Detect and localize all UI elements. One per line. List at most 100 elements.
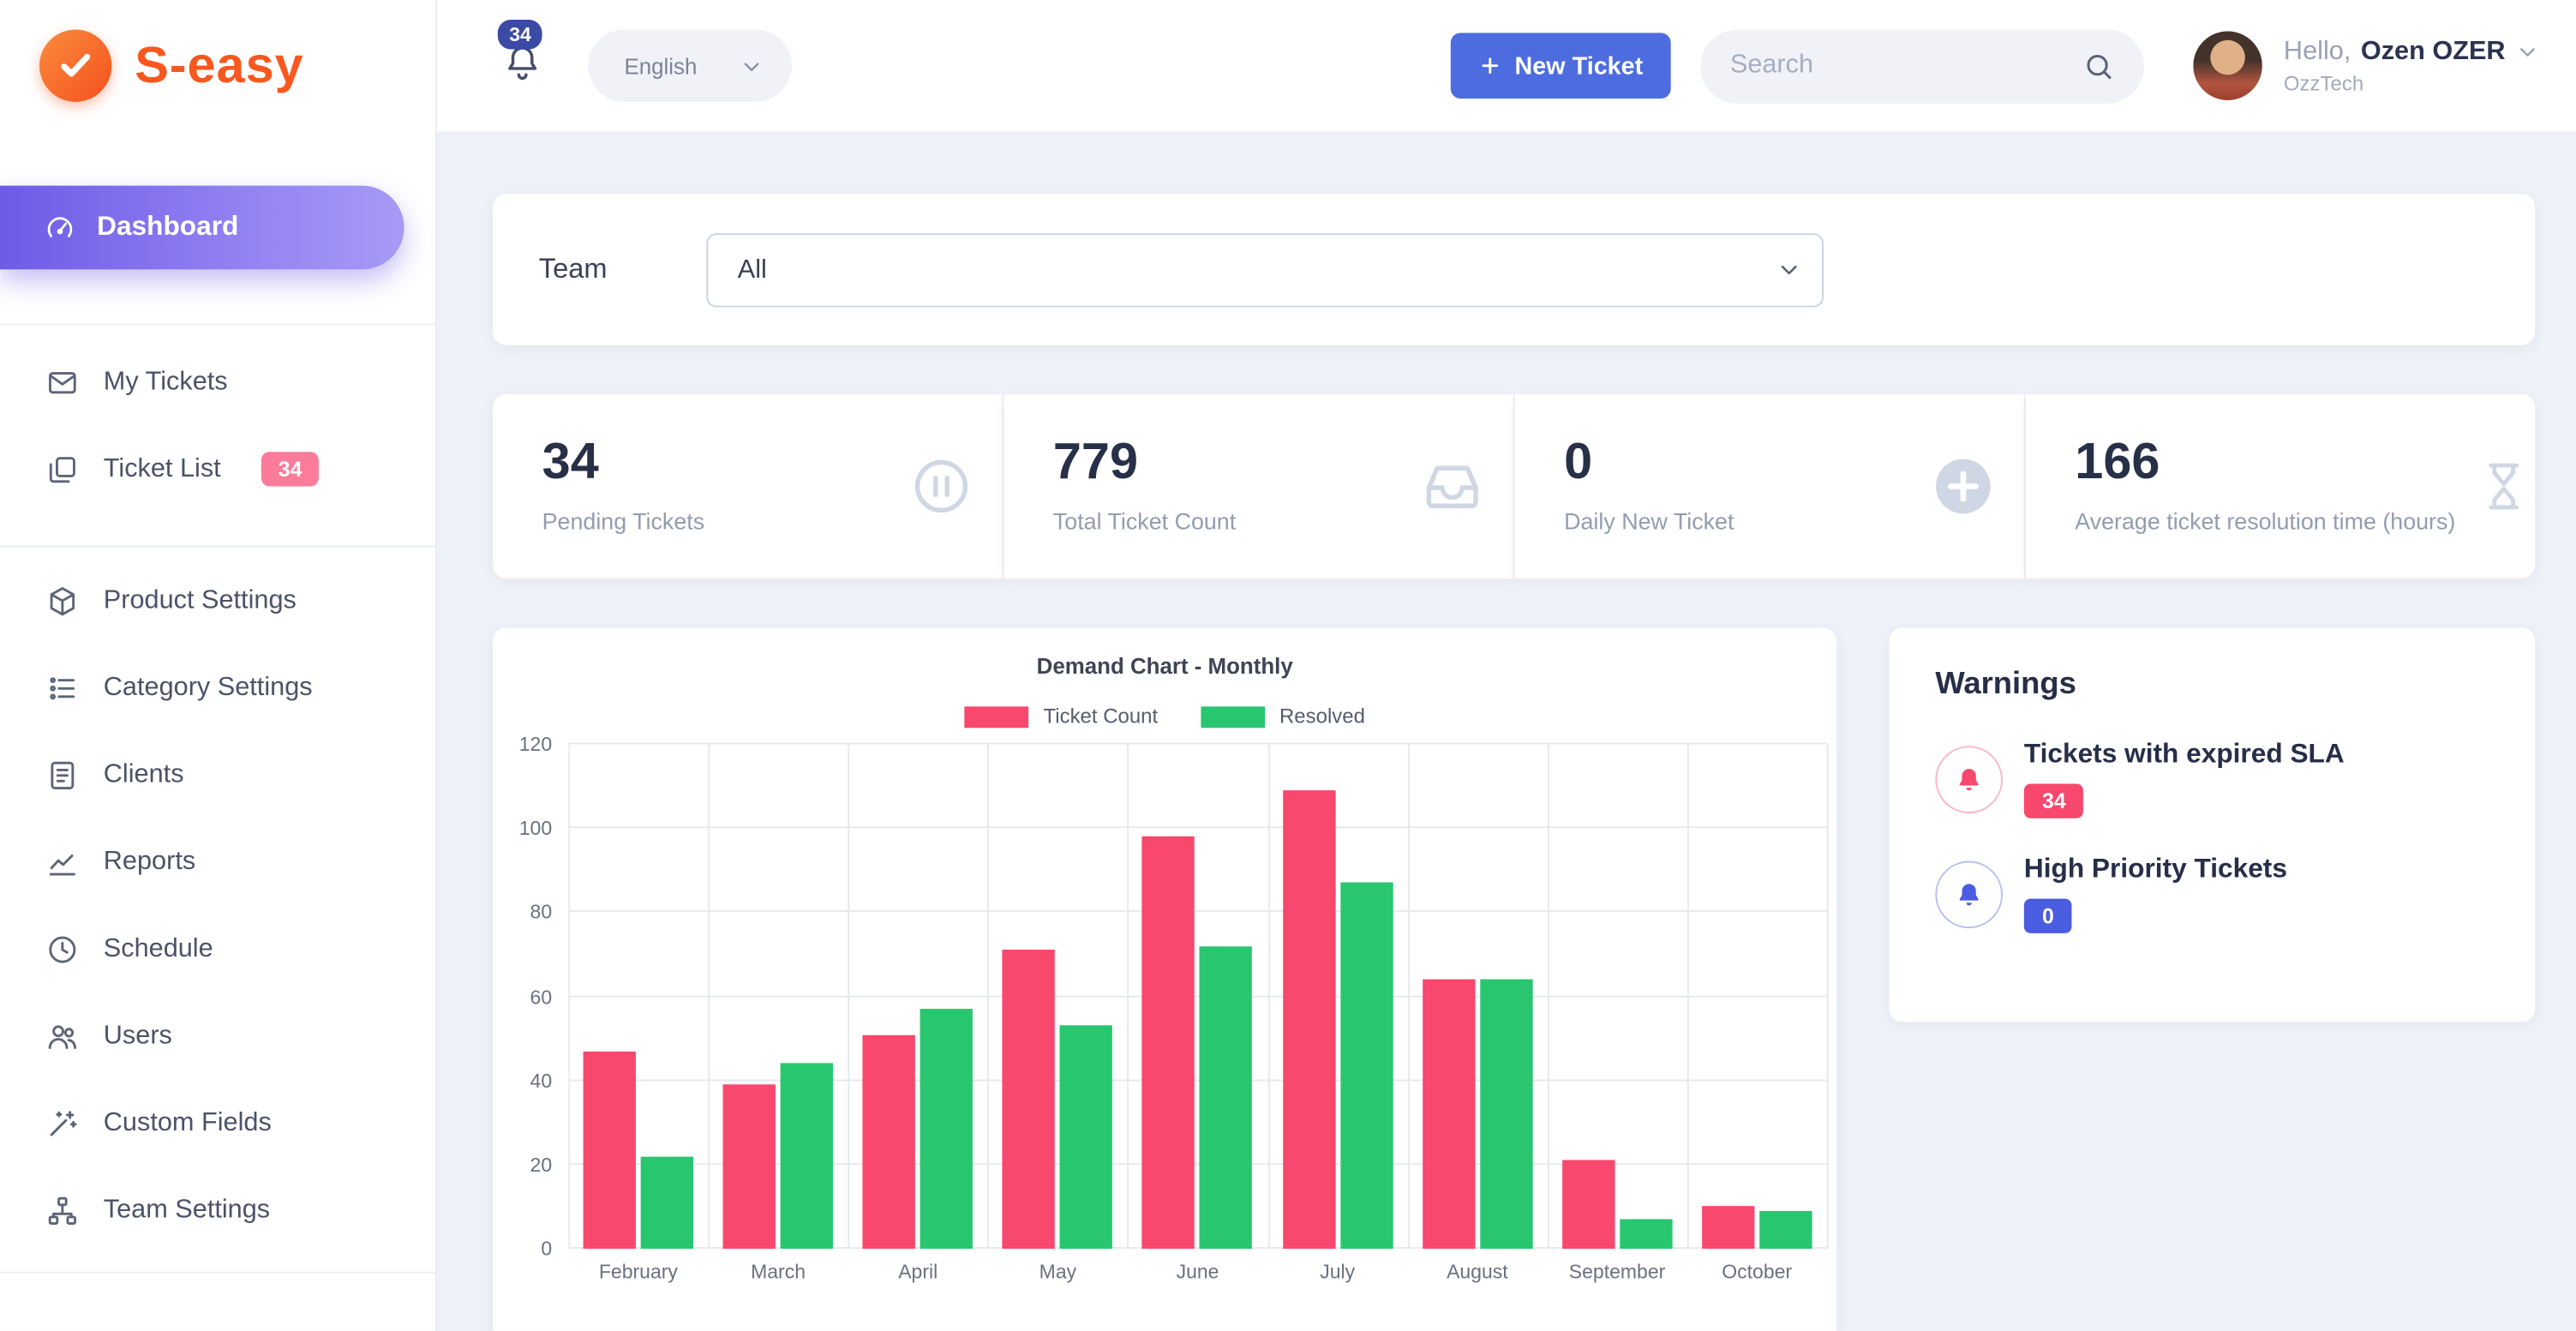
gridline — [1407, 744, 1410, 1249]
team-select-wrap: All — [706, 232, 1824, 307]
x-axis-label: June — [1176, 1260, 1219, 1284]
sidebar-item-my-tickets[interactable]: My Tickets — [0, 339, 435, 426]
legend-swatch — [964, 705, 1029, 728]
legend-label: Ticket Count — [1043, 704, 1159, 728]
plus-circle-icon — [1932, 455, 1995, 518]
user-menu[interactable]: Hello, Ozen OZER OzzTech — [2193, 31, 2539, 100]
search-input[interactable] — [1729, 51, 2084, 81]
bar-ticket-count-september — [1561, 1160, 1615, 1249]
product-icon — [46, 585, 79, 617]
bar-group-october — [1687, 744, 1827, 1249]
stat-value: 34 — [542, 432, 599, 490]
stat-value: 779 — [1052, 432, 1139, 490]
warnings-card: Warnings Tickets with expired SLA 34 High … — [1889, 627, 2536, 1022]
stat-label: Total Ticket Count — [1052, 507, 1237, 535]
bar-ticket-count-march — [722, 1084, 776, 1249]
warning-label: High Priority Tickets — [2023, 854, 2287, 884]
sidebar-divider — [0, 545, 436, 548]
stat-card-total-ticket-count: 779 Total Ticket Count — [1003, 394, 1513, 579]
brand-logo[interactable]: S-easy — [0, 0, 435, 131]
search-icon[interactable] — [2083, 50, 2114, 81]
stat-label: Average ticket resolution time (hours) — [2075, 507, 2456, 535]
gridline — [568, 744, 571, 1249]
hourglass-icon — [2476, 459, 2531, 514]
check-icon — [54, 45, 97, 87]
warnings-title: Warnings — [1935, 667, 2076, 702]
gridline — [1267, 744, 1270, 1249]
sidebar-item-reports[interactable]: Reports — [0, 818, 435, 906]
dashboard-content: Team All 34 Pending Tickets 779 Total Ticke… — [436, 131, 2576, 1331]
gridline — [1547, 744, 1549, 1249]
sidebar-item-ticket-list[interactable]: Ticket List 34 — [0, 426, 435, 513]
sidebar-item-label: My Tickets — [103, 367, 228, 396]
sidebar-item-custom-fields[interactable]: Custom Fields — [0, 1080, 435, 1167]
language-label: English — [624, 53, 698, 79]
sidebar-item-label: Dashboard — [97, 212, 239, 242]
sidebar-item-product-settings[interactable]: Product Settings — [0, 557, 435, 645]
clients-icon — [46, 758, 79, 791]
gridline — [1686, 744, 1689, 1249]
legend-item-ticket-count[interactable]: Ticket Count — [964, 704, 1158, 728]
bar-ticket-count-may — [1003, 950, 1056, 1249]
notifications-button[interactable]: 34 — [497, 19, 543, 90]
users-icon — [46, 1020, 79, 1052]
language-selector[interactable]: English — [588, 29, 793, 102]
bar-group-august — [1407, 744, 1547, 1249]
stats-row: 34 Pending Tickets 779 Total Ticket Count 0 D… — [493, 394, 2536, 579]
tickets-icon — [46, 453, 79, 485]
gridline — [568, 1163, 1827, 1165]
y-axis-tick: 80 — [530, 901, 553, 925]
bar-resolved-may — [1060, 1026, 1113, 1249]
new-ticket-label: New Ticket — [1514, 51, 1644, 80]
bar-ticket-count-july — [1282, 790, 1335, 1249]
y-axis-tick: 120 — [518, 733, 553, 756]
bar-resolved-october — [1759, 1210, 1812, 1249]
sidebar-item-label: Product Settings — [103, 585, 297, 615]
bar-resolved-september — [1619, 1219, 1673, 1249]
bar-ticket-count-october — [1701, 1206, 1755, 1249]
warning-text: Tickets with expired SLA 34 — [2023, 740, 2345, 818]
chart-title: Demand Chart - Monthly — [1036, 654, 1293, 679]
envelope-icon — [46, 366, 79, 399]
bar-resolved-march — [780, 1064, 834, 1249]
stat-value: 0 — [1564, 432, 1593, 490]
bar-resolved-february — [640, 1156, 694, 1249]
gridline — [568, 1247, 1827, 1249]
sidebar-item-dashboard[interactable]: Dashboard — [0, 185, 404, 270]
sidebar-group-settings: Product Settings Category Settings Clients… — [0, 547, 435, 1253]
x-axis-label: October — [1722, 1260, 1793, 1284]
sidebar-item-clients[interactable]: Clients — [0, 731, 435, 818]
main-column: 34 English New Ticket Hello, Ozen OZER — [436, 0, 2576, 1331]
gridline — [568, 910, 1827, 913]
sidebar-divider — [0, 1271, 436, 1274]
gridline — [568, 742, 1827, 745]
sidebar-item-category-settings[interactable]: Category Settings — [0, 645, 435, 732]
gridline — [568, 826, 1827, 829]
team-settings-icon — [46, 1194, 79, 1226]
user-name: Ozen OZER — [2360, 37, 2506, 65]
x-axis-label: July — [1320, 1260, 1356, 1284]
warning-item-high-priority-tickets: High Priority Tickets 0 — [1935, 854, 2489, 933]
bar-groups — [568, 744, 1826, 1249]
bar-resolved-july — [1339, 883, 1393, 1249]
warning-text: High Priority Tickets 0 — [2023, 854, 2287, 933]
sidebar-item-users[interactable]: Users — [0, 992, 435, 1080]
legend-swatch — [1200, 705, 1265, 728]
gridline — [848, 744, 850, 1249]
reports-icon — [46, 845, 79, 878]
stat-value: 166 — [2075, 432, 2160, 490]
sidebar-item-team-settings[interactable]: Team Settings — [0, 1166, 435, 1254]
sidebar-item-schedule[interactable]: Schedule — [0, 905, 435, 992]
y-axis-tick: 60 — [530, 985, 553, 1009]
bar-group-july — [1267, 744, 1407, 1249]
chart-plot-area: 0 20 40 60 80 100 120 — [519, 733, 1829, 1260]
new-ticket-button[interactable]: New Ticket — [1450, 33, 1671, 99]
y-axis-tick: 20 — [530, 1153, 553, 1177]
x-axis-label: September — [1568, 1260, 1666, 1284]
y-axis-tick: 100 — [518, 817, 553, 840]
y-axis-tick: 0 — [541, 1237, 553, 1261]
sidebar-divider — [0, 323, 436, 326]
legend-item-resolved[interactable]: Resolved — [1200, 704, 1365, 728]
team-select[interactable]: All — [706, 232, 1824, 307]
